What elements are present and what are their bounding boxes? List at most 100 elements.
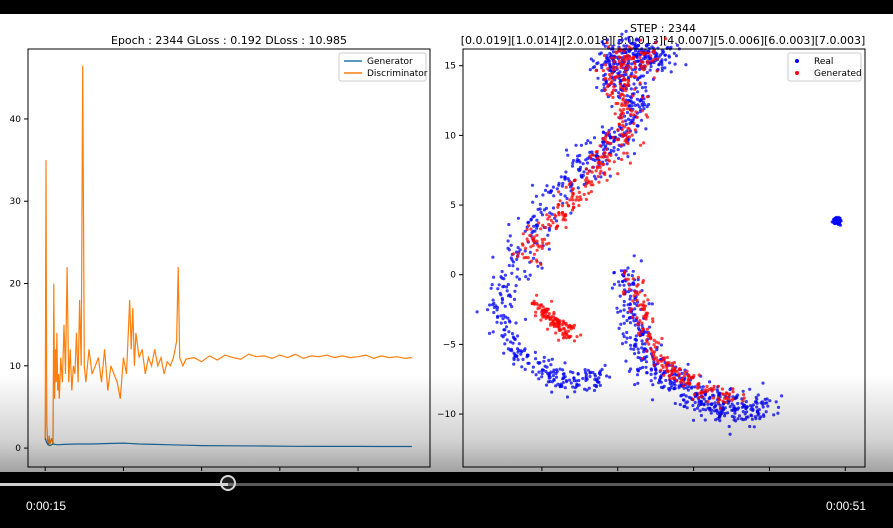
real-point xyxy=(581,173,585,178)
generated-point xyxy=(652,58,656,62)
real-point xyxy=(534,194,539,198)
generated-point xyxy=(652,357,656,361)
real-point xyxy=(549,363,553,367)
real-point xyxy=(617,91,621,95)
real-point xyxy=(496,314,500,318)
real-point xyxy=(523,317,528,321)
generated-point xyxy=(601,162,606,166)
generated-point xyxy=(633,128,638,132)
generated-point xyxy=(721,399,725,403)
real-point xyxy=(655,54,659,58)
generated-point xyxy=(632,74,636,78)
real-point xyxy=(634,55,638,59)
generated-point xyxy=(656,361,660,365)
real-point xyxy=(506,282,510,287)
seek-bar[interactable] xyxy=(0,483,893,486)
real-point xyxy=(504,325,509,329)
real-point xyxy=(664,58,668,62)
generated-point xyxy=(648,335,653,339)
real-point xyxy=(660,62,664,67)
generated-point xyxy=(624,78,628,82)
real-point xyxy=(475,310,479,314)
real-point xyxy=(678,403,682,407)
real-point xyxy=(574,143,578,147)
generated-point xyxy=(609,82,613,86)
generated-point xyxy=(571,187,575,191)
generated-point xyxy=(605,41,609,45)
real-point xyxy=(552,378,556,382)
real-point xyxy=(603,363,607,367)
generated-point xyxy=(535,248,539,252)
seek-thumb[interactable] xyxy=(220,475,236,491)
real-point xyxy=(561,377,565,381)
generated-point xyxy=(590,165,595,169)
real-point xyxy=(647,302,651,306)
generated-point xyxy=(556,224,560,228)
generated-point xyxy=(720,387,725,391)
real-point xyxy=(617,39,621,43)
real-point xyxy=(505,289,509,293)
real-point xyxy=(627,38,631,43)
real-point xyxy=(540,375,544,379)
real-point xyxy=(651,383,655,387)
real-point xyxy=(764,410,768,414)
generated-point xyxy=(670,361,674,365)
real-point xyxy=(565,395,570,399)
real-point xyxy=(510,271,514,275)
real-point xyxy=(737,414,742,418)
real-point xyxy=(554,219,559,223)
real-point xyxy=(628,294,633,298)
real-point xyxy=(571,161,575,165)
generated-point xyxy=(642,141,646,145)
generated-point xyxy=(626,81,630,85)
real-point xyxy=(593,372,597,376)
real-point xyxy=(632,101,636,105)
generated-point xyxy=(557,213,561,217)
real-point xyxy=(561,201,565,205)
real-point xyxy=(601,140,606,144)
generated-point xyxy=(569,180,573,184)
real-point xyxy=(663,53,668,57)
real-point xyxy=(659,343,664,347)
generated-point xyxy=(533,314,538,318)
real-point xyxy=(832,221,837,225)
real-point xyxy=(686,362,690,366)
real-point xyxy=(533,350,538,354)
real-point xyxy=(556,382,560,386)
real-point xyxy=(672,387,676,391)
real-point xyxy=(704,408,708,412)
video-frame[interactable]: Epoch : 2344 GLoss : 0.192 DLoss : 10.98… xyxy=(0,14,893,486)
real-point xyxy=(517,348,521,352)
real-point xyxy=(512,351,516,355)
real-point xyxy=(514,284,518,288)
real-point xyxy=(695,406,700,410)
real-point xyxy=(588,68,592,72)
generated-point xyxy=(582,192,586,197)
real-point xyxy=(659,385,664,389)
loss-chart-title: Epoch : 2344 GLoss : 0.192 DLoss : 10.98… xyxy=(111,34,347,47)
real-point xyxy=(571,158,576,163)
generated-point xyxy=(568,198,572,202)
generated-point xyxy=(570,208,575,212)
generated-point xyxy=(577,198,581,202)
real-point xyxy=(599,63,603,67)
real-point xyxy=(667,55,672,59)
player-controls xyxy=(0,472,893,528)
generated-point xyxy=(547,215,552,219)
real-point xyxy=(491,255,495,259)
real-point xyxy=(514,321,518,325)
real-point xyxy=(491,330,495,334)
generated-point xyxy=(589,190,594,194)
real-point xyxy=(646,54,650,58)
generated-point xyxy=(645,115,650,119)
generated-point xyxy=(527,224,531,228)
real-point xyxy=(516,267,520,271)
real-point xyxy=(598,52,602,56)
real-point xyxy=(736,401,740,406)
generated-point xyxy=(720,392,724,396)
generated-point xyxy=(611,95,615,99)
generated-point xyxy=(547,241,551,245)
real-point xyxy=(560,184,565,188)
real-point xyxy=(708,380,712,384)
generated-point xyxy=(564,213,568,217)
